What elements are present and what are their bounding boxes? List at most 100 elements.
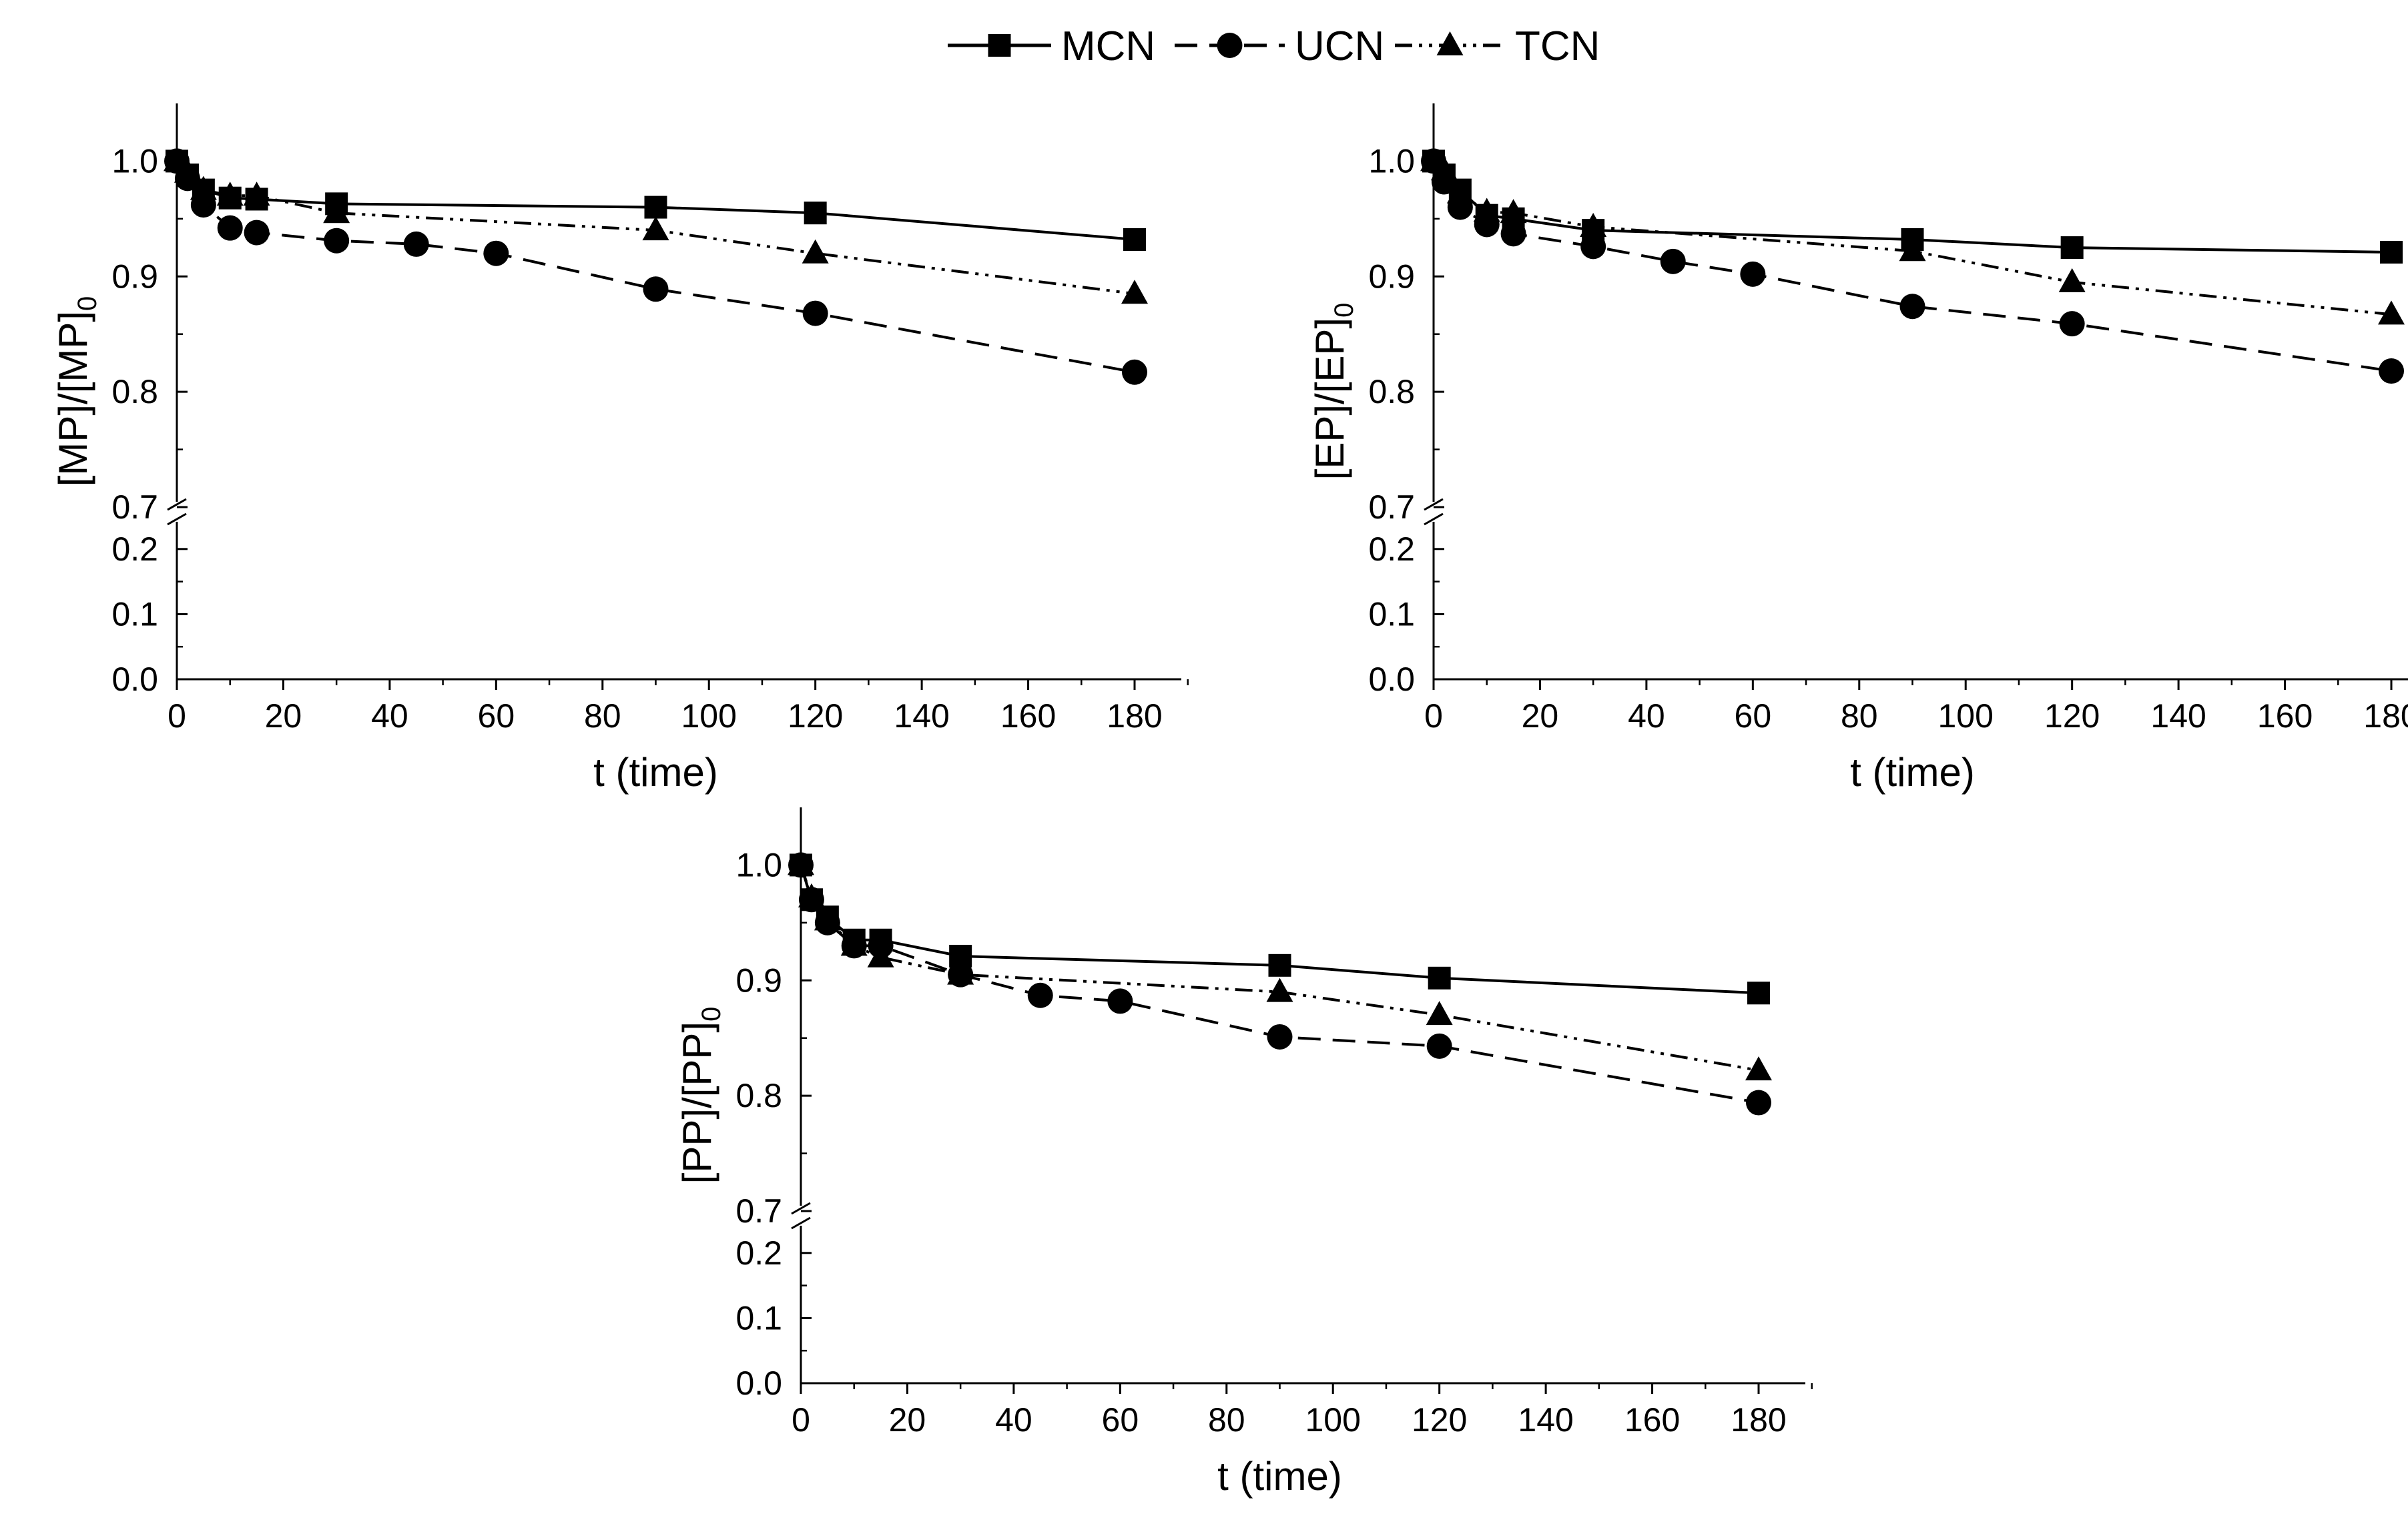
y-axis-title: [PP]/[PP]0 [675,1007,726,1184]
x-tick-label: 180 [1107,697,1162,735]
data-point [2060,236,2084,260]
data-point [840,931,868,956]
data-point [323,199,350,224]
legend-entry-mcn: MCN [948,23,1155,69]
x-tick-label: 100 [681,697,737,735]
axis-break-marker [167,498,187,526]
y-tick-label: 0.0 [1368,661,1415,698]
data-point [1747,982,1770,1005]
data-point [243,181,270,206]
data-point [867,943,894,968]
series-tcn [788,851,1772,1081]
data-point [802,239,829,264]
y-tick-label: 0.8 [111,373,158,410]
y-axis-title: [MP]/[MP]0 [51,296,102,487]
data-point [1660,248,1686,274]
series-line [1432,160,2392,372]
series-ucn [164,148,1147,385]
x-tick-label: 140 [2150,697,2206,735]
data-point [2059,311,2085,337]
data-point [1740,261,1766,287]
y-tick-label: 0.7 [735,1192,782,1230]
y-tick-label: 0.7 [1368,488,1415,526]
data-point [1107,988,1133,1014]
y-tick-label: 0.9 [111,258,158,295]
y-tick-label: 0.1 [735,1299,782,1336]
x-tick-label: 140 [894,697,949,735]
series-line [176,160,1135,374]
x-tick-label: 40 [371,697,408,735]
x-tick-label: 120 [1412,1401,1467,1439]
y-tick-label: 0.2 [111,530,158,568]
data-point [802,300,828,326]
data-point [2379,358,2404,384]
y-tick-label: 0.2 [1368,530,1415,568]
y-tick-label: 0.1 [1368,595,1415,633]
x-tick-label: 80 [1841,697,1878,735]
data-point [1121,280,1148,304]
data-point [2380,240,2403,264]
data-point [1899,294,1925,320]
x-axis-title: t (time) [1850,750,1975,795]
legend-marker-triangle [1436,31,1464,55]
data-point [798,883,825,907]
series-tcn [164,147,1148,304]
data-point [483,240,509,266]
legend-marker-circle [1217,33,1243,58]
x-tick-label: 40 [995,1401,1032,1439]
data-point [324,228,350,254]
chart-panel-3: 0 20 40 60 80 100 120 140 160 180 0.7 0.8 0.9 1.0 0.0 0… [675,807,1813,1499]
x-tick-label: 120 [2044,697,2100,735]
data-point [1266,978,1293,1002]
plots: 0 20 40 60 80 100 120 140 160 1800.70.80.91.00.00… [51,103,2408,1499]
data-point [947,960,974,985]
data-point [217,215,243,241]
legend: MCN UCN TCN [948,23,1600,69]
y-tick-label: 0.9 [1368,258,1415,295]
data-point [1500,221,1526,247]
data-point [1428,966,1451,990]
x-tick-label: 20 [889,1401,926,1439]
data-point [2378,300,2405,325]
data-point [1122,359,1147,385]
data-point [1430,156,1458,181]
data-point [174,158,201,183]
x-tick-label: 60 [478,697,515,735]
data-point [1899,237,1926,262]
x-tick-label: 120 [788,697,843,735]
x-tick-label: 100 [1938,697,1994,735]
x-tick-label: 0 [1424,697,1443,735]
data-point [403,231,429,257]
data-point [1268,953,1291,977]
x-axis-title: t (time) [593,750,718,795]
data-point [216,181,244,206]
x-tick-label: 80 [584,697,621,735]
x-tick-label: 20 [265,697,302,735]
data-point [788,851,814,875]
y-tick-label: 0.8 [1368,373,1415,410]
data-point [644,196,667,219]
x-tick-label: 20 [1522,697,1559,735]
x-tick-label: 160 [2257,697,2313,735]
y-axis-title: [EP]/[EP]0 [1307,303,1359,480]
data-point [1500,199,1527,224]
y-tick-label: 0.0 [111,661,158,698]
y-tick-label: 0.2 [735,1234,782,1272]
y-tick-label: 1.0 [111,142,158,179]
legend-entry-tcn: TCN [1395,23,1600,69]
data-point [1267,1024,1293,1050]
y-tick-label: 0.9 [735,962,782,999]
x-tick-label: 60 [1102,1401,1139,1439]
y-tick-label: 0.1 [111,595,158,633]
data-point [1426,1033,1452,1059]
y-tick-label: 0.7 [111,488,158,526]
data-point [164,147,190,171]
data-point [190,175,217,200]
x-tick-label: 160 [1000,697,1056,735]
x-tick-label: 0 [168,697,186,735]
y-tick-label: 0.0 [735,1365,782,1402]
data-point [1123,228,1146,251]
legend-marker-square [988,34,1011,57]
x-tick-label: 60 [1735,697,1772,735]
